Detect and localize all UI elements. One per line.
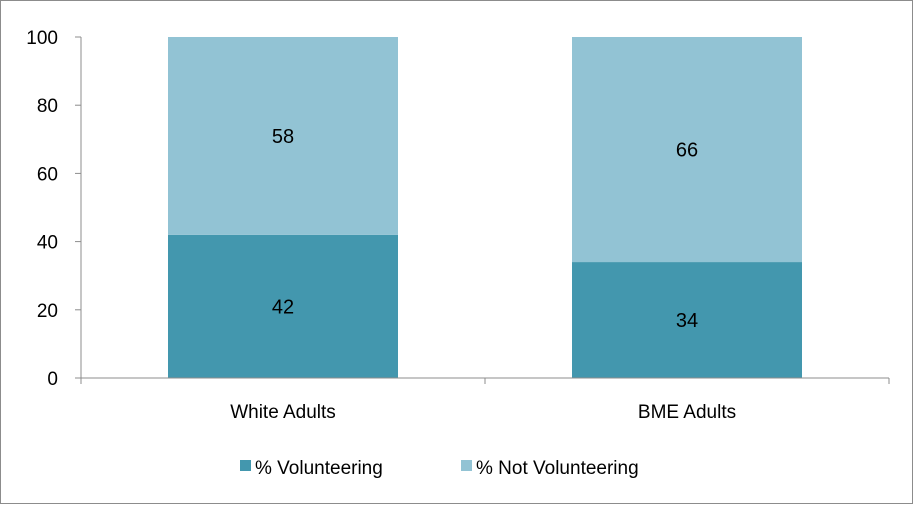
data-label-white-adults-series-1: 58 — [272, 126, 294, 148]
axes-layer: 0 20 40 60 80 100 White Adults BME Adults — [26, 28, 890, 423]
bar-white-adults-series-1 — [168, 37, 398, 235]
bar-bme-adults-series-1 — [572, 37, 802, 263]
bar-bme-adults-series-0 — [572, 262, 802, 378]
y-tick-label: 20 — [37, 301, 58, 322]
legend-swatch-1 — [461, 460, 472, 471]
x-category-label: BME Adults — [638, 402, 736, 423]
legend: % Volunteering % Not Volunteering — [240, 458, 639, 479]
bars-layer — [168, 37, 802, 378]
x-category-label: White Adults — [230, 402, 336, 423]
y-tick-label: 100 — [26, 28, 58, 49]
legend-label-1: % Not Volunteering — [476, 458, 639, 479]
data-label-bme-adults-series-1: 66 — [676, 140, 698, 162]
y-tick-label: 80 — [37, 96, 58, 117]
legend-swatch-0 — [240, 460, 251, 471]
data-label-bme-adults-series-0: 34 — [676, 310, 698, 332]
y-tick-label: 60 — [37, 164, 58, 185]
data-labels-layer: 42 58 34 66 — [272, 126, 698, 332]
y-tick-label: 0 — [47, 369, 58, 390]
bar-white-adults-series-0 — [168, 234, 398, 378]
legend-label-0: % Volunteering — [255, 458, 383, 479]
data-label-white-adults-series-0: 42 — [272, 296, 294, 318]
y-tick-label: 40 — [37, 233, 58, 254]
